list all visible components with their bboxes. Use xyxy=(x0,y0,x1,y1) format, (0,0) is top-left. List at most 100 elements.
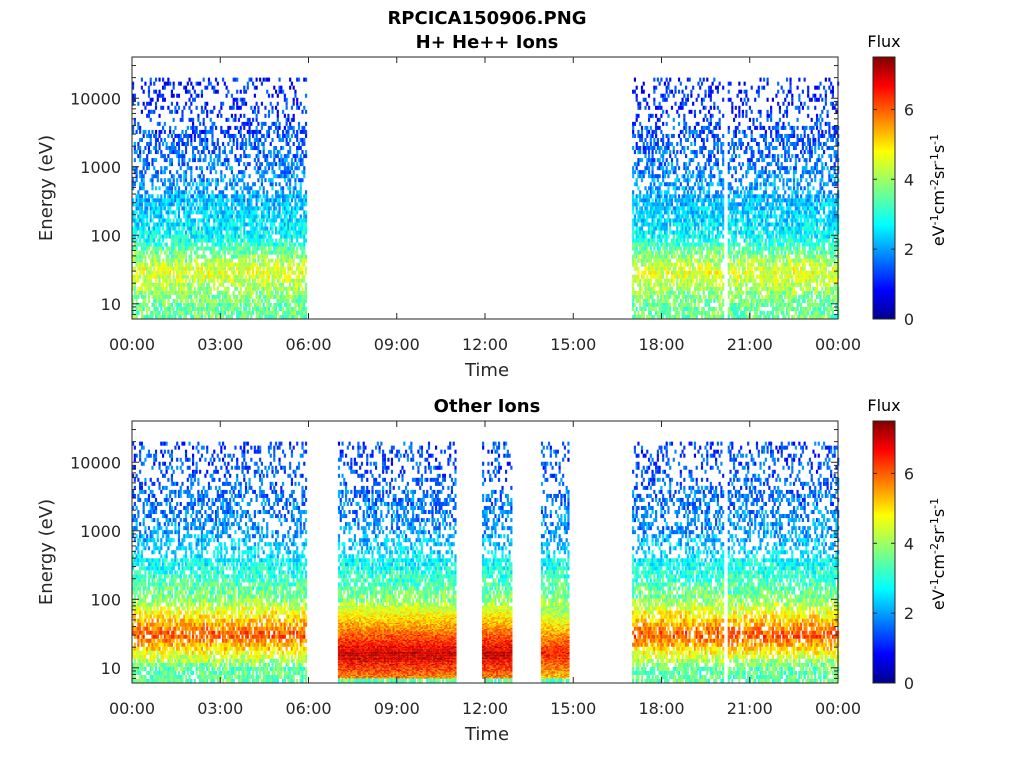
heatmap-cell xyxy=(274,214,278,219)
heatmap-cell xyxy=(674,186,677,191)
heatmap-cell xyxy=(135,178,138,183)
heatmap-cell xyxy=(202,117,205,122)
heatmap-cell xyxy=(209,278,212,283)
heatmap-cell xyxy=(658,226,661,231)
heatmap-cell xyxy=(234,294,237,299)
heatmap-cell xyxy=(156,194,159,199)
heatmap-cell xyxy=(253,206,256,211)
heatmap-cell xyxy=(292,125,295,130)
heatmap-cell xyxy=(303,298,306,303)
heatmap-cell xyxy=(151,218,154,223)
heatmap-cell xyxy=(285,250,288,255)
heatmap-cell xyxy=(163,290,166,295)
heatmap-cell xyxy=(266,282,269,287)
heatmap-cell xyxy=(133,290,136,295)
heatmap-cell xyxy=(253,93,256,98)
heatmap-cell xyxy=(304,282,308,287)
heatmap-cell xyxy=(686,226,689,231)
heatmap-cell xyxy=(199,190,202,195)
heatmap-cell xyxy=(301,274,304,279)
heatmap-cell xyxy=(158,262,161,267)
heatmap-cell xyxy=(200,262,204,267)
heatmap-cell xyxy=(206,262,209,267)
heatmap-cell xyxy=(635,97,638,102)
heatmap-cell xyxy=(183,154,186,159)
heatmap-cell xyxy=(663,226,667,231)
heatmap-cell xyxy=(695,218,698,223)
heatmap-cell xyxy=(236,218,239,223)
heatmap-cell xyxy=(276,129,279,134)
heatmap-cell xyxy=(204,238,207,243)
heatmap-cell xyxy=(640,129,644,134)
heatmap-cell xyxy=(241,262,244,267)
heatmap-cell xyxy=(253,194,256,199)
heatmap-cell xyxy=(635,206,638,211)
heatmap-cell xyxy=(206,294,209,299)
heatmap-cell xyxy=(255,194,258,199)
heatmap-cell xyxy=(647,306,651,311)
heatmap-cell xyxy=(239,262,242,267)
heatmap-cell xyxy=(163,266,166,271)
heatmap-cell xyxy=(183,190,186,195)
heatmap-cell xyxy=(693,194,697,199)
heatmap-cell xyxy=(644,302,647,307)
heatmap-cell xyxy=(289,214,292,219)
heatmap-cell xyxy=(133,266,136,271)
heatmap-cell xyxy=(299,202,302,207)
heatmap-cell xyxy=(702,186,705,191)
heatmap-cell xyxy=(676,162,679,167)
heatmap-cell xyxy=(190,246,193,251)
heatmap-cell xyxy=(278,286,281,291)
heatmap-cell xyxy=(658,266,661,271)
heatmap-cell xyxy=(637,129,640,134)
heatmap-cell xyxy=(200,230,204,235)
heatmap-cell xyxy=(697,162,700,167)
heatmap-cell xyxy=(271,105,274,110)
heatmap-cell xyxy=(170,262,173,267)
heatmap-cell xyxy=(253,250,256,255)
heatmap-cell xyxy=(693,298,697,303)
heatmap-cell xyxy=(672,93,675,98)
heatmap-cell xyxy=(154,242,158,247)
heatmap-cell xyxy=(139,286,142,291)
heatmap-cell xyxy=(667,262,670,267)
heatmap-cell xyxy=(225,314,228,319)
heatmap-cell xyxy=(303,202,306,207)
heatmap-cell xyxy=(237,282,241,287)
heatmap-cell xyxy=(204,105,207,110)
heatmap-cell xyxy=(681,270,684,275)
heatmap-cell xyxy=(285,294,288,299)
heatmap-cell xyxy=(665,202,668,207)
heatmap-cell xyxy=(154,186,158,191)
heatmap-cell xyxy=(639,314,642,319)
heatmap-cell xyxy=(262,290,265,295)
heatmap-cell xyxy=(646,166,649,171)
heatmap-cell xyxy=(253,258,256,263)
heatmap-cell xyxy=(649,254,652,259)
heatmap-cell xyxy=(162,125,165,130)
heatmap-cell xyxy=(296,314,299,319)
heatmap-cell xyxy=(260,254,264,259)
heatmap-cell xyxy=(695,202,698,207)
heatmap-cell xyxy=(644,218,647,223)
heatmap-cell xyxy=(299,129,302,134)
heatmap-cell xyxy=(637,202,640,207)
heatmap-cell xyxy=(282,186,285,191)
heatmap-cell xyxy=(259,242,262,247)
heatmap-cell xyxy=(144,278,147,283)
heatmap-cell xyxy=(139,262,142,267)
heatmap-cell xyxy=(202,121,205,126)
heatmap-cell xyxy=(646,258,649,263)
heatmap-cell xyxy=(172,286,175,291)
heatmap-cell xyxy=(294,178,297,183)
heatmap-cell xyxy=(222,178,225,183)
heatmap-cell xyxy=(639,242,642,247)
heatmap-cell xyxy=(183,202,186,207)
heatmap-cell xyxy=(190,302,193,307)
heatmap-cell xyxy=(158,254,161,259)
heatmap-cell xyxy=(200,178,204,183)
heatmap-cell xyxy=(702,202,705,207)
heatmap-cell xyxy=(223,246,226,251)
heatmap-cell xyxy=(147,85,151,90)
heatmap-cell xyxy=(632,274,635,279)
